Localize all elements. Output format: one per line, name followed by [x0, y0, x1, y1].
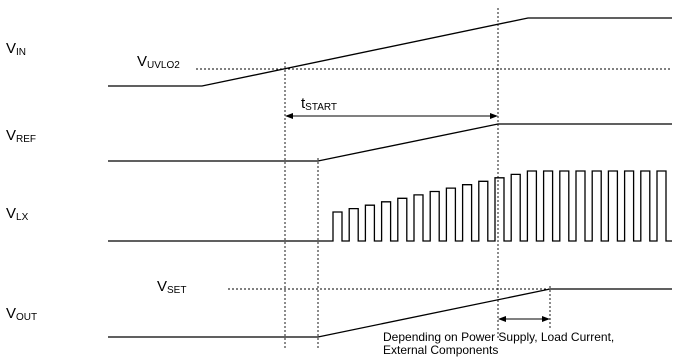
vout-waveform	[108, 288, 672, 338]
label-tstart: tSTART	[301, 95, 337, 113]
delay-arrow	[498, 316, 550, 322]
tstart-arrow	[285, 113, 498, 119]
label-vuvlo2: VUVLO2	[137, 53, 180, 71]
label-vin: VIN	[6, 40, 26, 58]
note-line-2: External Components	[383, 343, 498, 357]
vref-waveform	[108, 123, 672, 162]
vin-waveform	[108, 17, 672, 87]
label-vset: VSET	[157, 278, 186, 296]
vlx-waveform	[108, 170, 672, 242]
note-line-1: Depending on Power Supply, Load Current,	[383, 330, 614, 344]
label-vout: VOUT	[6, 305, 37, 323]
label-vlx: VLX	[6, 205, 29, 223]
label-vref: VREF	[6, 127, 36, 145]
